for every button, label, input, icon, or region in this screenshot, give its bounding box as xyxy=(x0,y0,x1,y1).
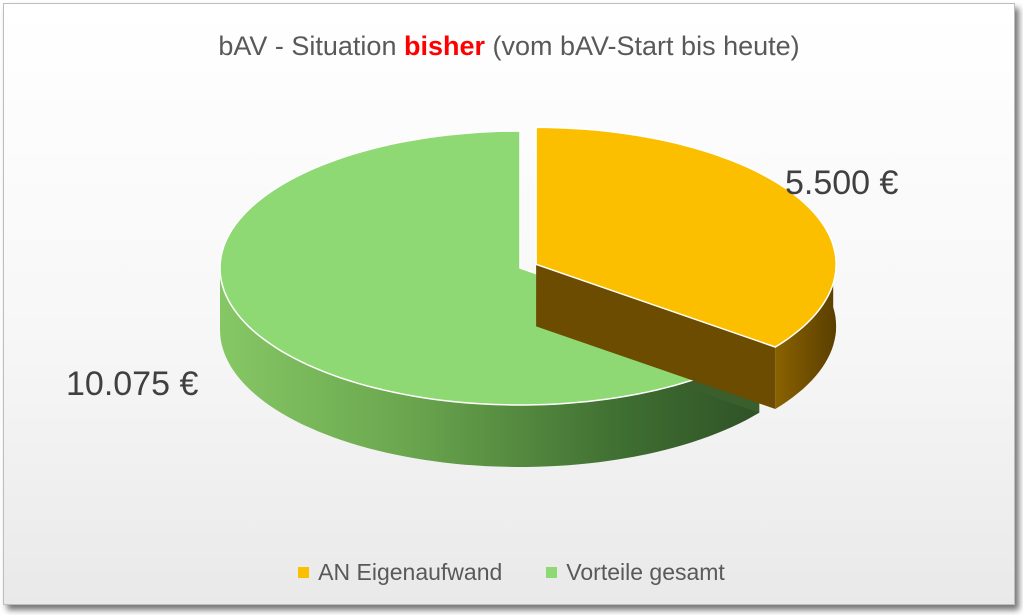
chart-frame: bAV - Situation bisher (vom bAV-Start bi… xyxy=(3,3,1015,605)
slice-side-vorteile-gesamt xyxy=(220,268,760,467)
slice-face-an-eigenaufwand xyxy=(536,264,776,410)
data-label-vorteile-gesamt: 10.075 € xyxy=(66,365,198,403)
legend-label: AN Eigenaufwand xyxy=(318,559,503,585)
legend-label: Vorteile gesamt xyxy=(566,559,725,585)
slice-an-eigenaufwand xyxy=(535,126,837,348)
data-label-an-eigenaufwand: 5.500 € xyxy=(785,164,899,202)
title-highlight: bisher xyxy=(403,31,485,61)
legend-item-an-eigenaufwand: AN Eigenaufwand xyxy=(298,559,502,586)
legend-swatch xyxy=(546,567,558,578)
legend-swatch xyxy=(298,567,310,578)
legend: AN Eigenaufwand Vorteile gesamt xyxy=(0,559,1023,586)
slice-side-an-eigenaufwand xyxy=(775,245,837,409)
chart-title: bAV - Situation bisher (vom bAV-Start bi… xyxy=(4,31,1014,62)
title-suffix: (vom bAV-Start bis heute) xyxy=(485,31,800,61)
title-prefix: bAV - Situation xyxy=(218,31,404,61)
legend-item-vorteile-gesamt: Vorteile gesamt xyxy=(546,559,725,586)
